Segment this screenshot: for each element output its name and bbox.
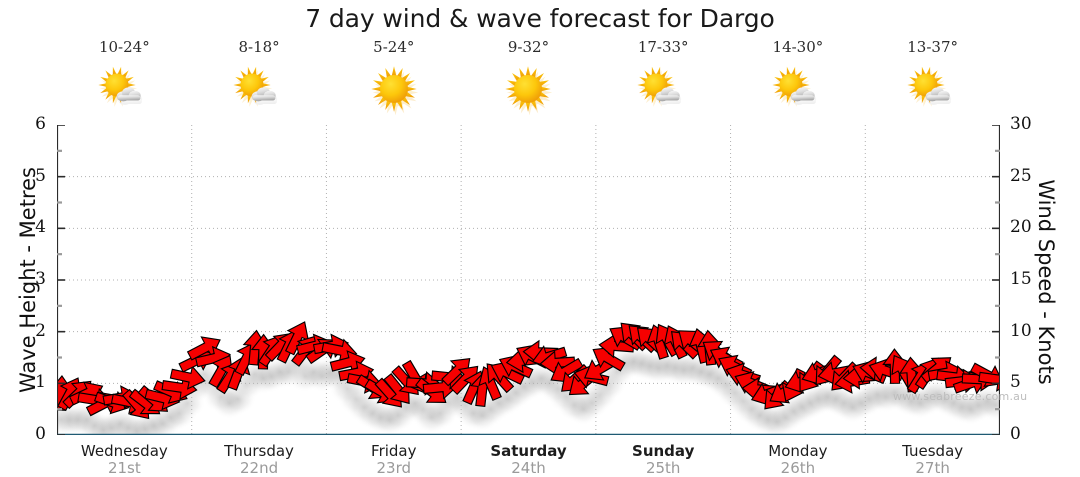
day-date: 27th	[915, 459, 950, 477]
left-tick-label: 4	[35, 217, 46, 238]
seabreeze-watermark: www.seabreeze.com.au	[893, 390, 1028, 403]
wind-direction-arrow	[284, 321, 310, 356]
day-date: 24th	[511, 459, 546, 477]
right-tick-label: 0	[1010, 424, 1021, 444]
sun-behind-cloud-icon	[731, 60, 866, 122]
right-tick-label: 25	[1010, 165, 1032, 186]
x-axis-label-friday: Friday 23rd	[326, 443, 461, 477]
x-axis-label-thursday: Thursday 22nd	[192, 443, 327, 477]
sun-behind-cloud-icon	[865, 60, 1000, 122]
x-axis-label-saturday: Saturday 24th	[461, 443, 596, 477]
day-name: Monday	[768, 442, 828, 460]
wind-direction-arrows	[57, 321, 1000, 420]
wind-direction-arrow	[169, 365, 206, 390]
day-date: 25th	[645, 459, 681, 477]
wind-wave-plot	[57, 125, 1000, 435]
day-name: Wednesday	[80, 442, 168, 460]
day-name: Friday	[371, 442, 417, 460]
temperature-range-label: 8-18°	[238, 38, 280, 56]
temperature-range-label: 13-37°	[907, 38, 958, 56]
sun-icon	[326, 60, 461, 122]
sun-icon	[461, 60, 596, 122]
sun-behind-cloud-icon	[596, 60, 731, 122]
day-date: 21st	[107, 459, 141, 477]
temperature-range-label: 17-33°	[637, 38, 689, 56]
day-header-saturday: 9-32°	[461, 38, 596, 126]
x-axis-label-monday: Monday 26th	[731, 443, 866, 477]
day-header-monday: 14-30°	[731, 38, 866, 126]
day-header-friday: 5-24°	[326, 38, 461, 126]
day-header-sunday: 17-33°	[596, 38, 731, 126]
x-axis-label-tuesday: Tuesday 27th	[865, 443, 1000, 477]
day-name: Saturday	[490, 442, 567, 460]
day-date: 23rd	[376, 459, 412, 477]
day-date: 26th	[780, 459, 816, 477]
temperature-range-label: 9-32°	[507, 38, 550, 56]
right-tick-label: 30	[1010, 114, 1032, 134]
temperature-range-label: 10-24°	[98, 38, 150, 56]
right-tick-label: 20	[1010, 217, 1032, 238]
left-tick-label: 1	[35, 372, 46, 393]
right-tick-label: 5	[1010, 372, 1021, 393]
sun-behind-cloud-icon	[192, 60, 327, 122]
day-date: 22nd	[239, 459, 279, 477]
axis-lines	[57, 125, 1000, 435]
page-title: 7 day wind & wave forecast for Dargo	[305, 4, 775, 33]
left-tick-label: 5	[35, 165, 46, 186]
plot-area	[57, 125, 1000, 435]
x-axis-label-sunday: Sunday 25th	[596, 443, 731, 477]
day-header-thursday: 8-18°	[192, 38, 327, 126]
temperature-range-label: 14-30°	[772, 38, 824, 56]
day-header-wednesday: 10-24°	[57, 38, 192, 126]
day-header-tuesday: 13-37°	[865, 38, 1000, 126]
right-tick-label: 10	[1010, 320, 1032, 341]
temperature-range-label: 5-24°	[373, 38, 415, 56]
sun-behind-cloud-icon	[57, 60, 192, 122]
left-tick-label: 3	[35, 269, 46, 289]
left-tick-label: 6	[35, 114, 46, 134]
right-tick-label: 15	[1010, 269, 1032, 289]
left-tick-label: 2	[35, 320, 46, 341]
day-name: Tuesday	[902, 442, 964, 460]
left-tick-label: 0	[35, 424, 46, 444]
day-name: Sunday	[632, 442, 695, 460]
x-axis-label-wednesday: Wednesday 21st	[57, 443, 192, 477]
day-name: Thursday	[224, 442, 294, 460]
